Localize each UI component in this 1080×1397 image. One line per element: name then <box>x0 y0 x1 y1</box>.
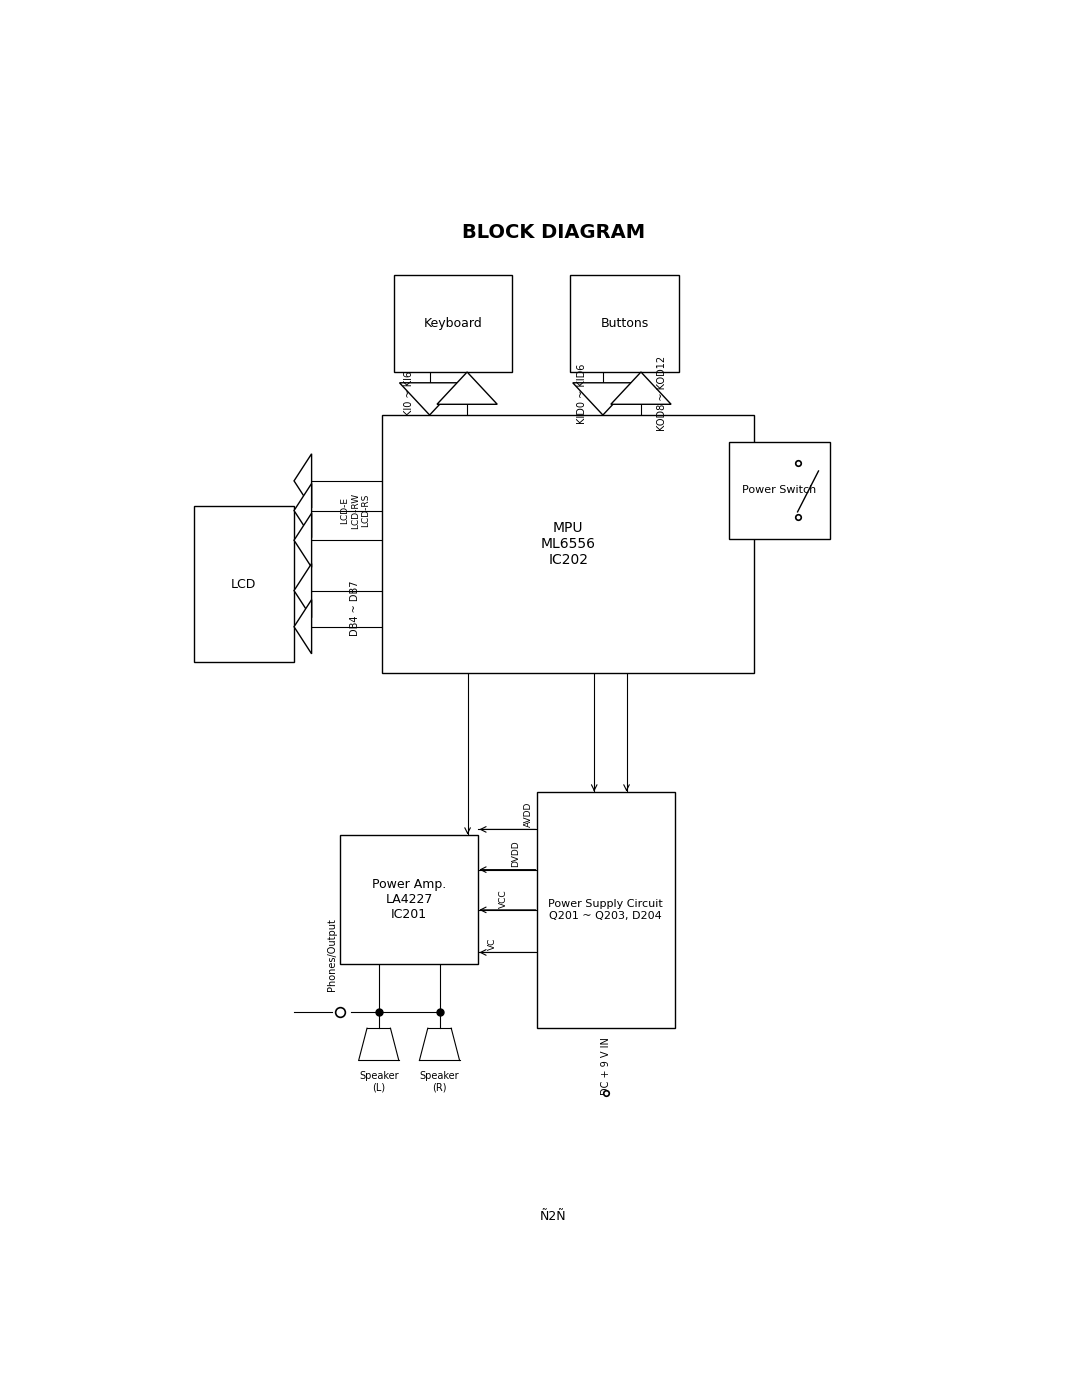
Text: MPU
ML6556
IC202: MPU ML6556 IC202 <box>541 521 596 567</box>
Text: DC + 9 V IN: DC + 9 V IN <box>600 1037 611 1095</box>
Bar <box>340 834 478 964</box>
Polygon shape <box>294 563 312 617</box>
Polygon shape <box>294 483 312 538</box>
Text: Speaker
(L): Speaker (L) <box>359 1071 399 1092</box>
Text: BLOCK DIAGRAM: BLOCK DIAGRAM <box>462 222 645 242</box>
Bar <box>570 275 679 372</box>
Text: Buttons: Buttons <box>600 317 649 330</box>
Polygon shape <box>294 599 312 654</box>
Text: LCD: LCD <box>231 578 256 591</box>
Polygon shape <box>294 513 312 567</box>
Text: Ñ2Ñ: Ñ2Ñ <box>540 1210 567 1222</box>
Text: Power Switch: Power Switch <box>742 485 816 496</box>
Text: Speaker
(R): Speaker (R) <box>420 1071 459 1092</box>
Text: DVDD: DVDD <box>511 841 521 868</box>
Polygon shape <box>400 383 460 415</box>
Text: KI0 ~ KI6: KI0 ~ KI6 <box>404 372 414 416</box>
Text: Power Supply Circuit
Q201 ~ Q203, D204: Power Supply Circuit Q201 ~ Q203, D204 <box>549 900 663 921</box>
Polygon shape <box>611 372 671 404</box>
Text: Phones/Output: Phones/Output <box>326 918 337 990</box>
Text: Power Amp.
LA4227
IC201: Power Amp. LA4227 IC201 <box>372 877 446 921</box>
Bar <box>729 441 829 539</box>
Text: AVDD: AVDD <box>524 802 532 827</box>
Polygon shape <box>294 454 312 509</box>
Bar <box>193 507 294 662</box>
Text: Keyboard: Keyboard <box>423 317 483 330</box>
Text: VC: VC <box>487 937 497 950</box>
Bar <box>394 275 512 372</box>
Text: DB4 ~ DB7: DB4 ~ DB7 <box>350 581 360 637</box>
Text: KOD8 ~ KOD12: KOD8 ~ KOD12 <box>657 356 666 432</box>
Bar <box>382 415 754 673</box>
Polygon shape <box>572 383 633 415</box>
Text: VCC: VCC <box>499 888 508 908</box>
Bar <box>537 792 675 1028</box>
Text: LCD-E
LCD-RW
LCD-RS: LCD-E LCD-RW LCD-RS <box>340 493 370 528</box>
Text: KID0 ~ KID6: KID0 ~ KID6 <box>577 363 586 423</box>
Polygon shape <box>437 372 497 404</box>
